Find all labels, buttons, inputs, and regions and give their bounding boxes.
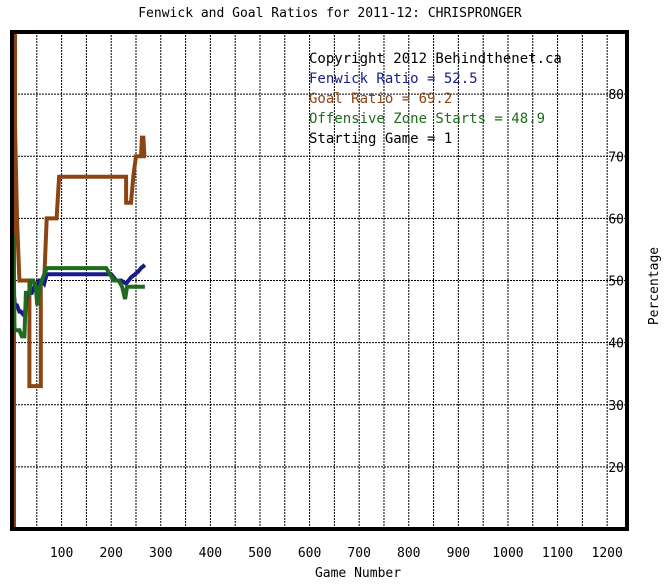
y-tick-label: 70 <box>608 150 624 165</box>
y-tick-label: 20 <box>608 461 624 476</box>
y-tick-label: 80 <box>608 88 624 103</box>
annotation-line: Goal Ratio = 69.2 <box>309 91 452 107</box>
x-axis-label: Game Number <box>315 566 401 580</box>
chart-title: Fenwick and Goal Ratios for 2011-12: CHR… <box>138 6 522 21</box>
annotation-line: Offensive Zone Starts = 48.9 <box>309 111 545 127</box>
x-tick-label: 1000 <box>492 546 523 561</box>
annotation-layer: Copyright 2012 Behindthenet.ca Fenwick Ra… <box>309 51 562 147</box>
series-line-zone <box>11 235 145 339</box>
annotation-line: Copyright 2012 Behindthenet.ca <box>309 51 562 67</box>
y-tick-label: 40 <box>608 337 624 352</box>
x-tick-label: 800 <box>397 546 420 561</box>
y-axis-label: Percentage <box>647 247 662 325</box>
grid-layer <box>12 32 627 529</box>
x-tick-label: 600 <box>298 546 321 561</box>
x-tick-label: 500 <box>248 546 271 561</box>
y-tick-label: 50 <box>608 275 624 290</box>
tick-layer: 100 200 300 400 500 600 700 800 900 1000 1100 1200 2… <box>50 88 624 561</box>
x-tick-label: 900 <box>447 546 470 561</box>
series-line-goal <box>12 30 147 531</box>
plot-frame <box>10 30 629 531</box>
x-tick-label: 1100 <box>542 546 573 561</box>
x-tick-label: 200 <box>99 546 122 561</box>
series-layer <box>10 30 147 531</box>
y-tick-label: 30 <box>608 399 624 414</box>
x-tick-label: 300 <box>149 546 172 561</box>
x-tick-label: 700 <box>347 546 370 561</box>
x-tick-label: 100 <box>50 546 73 561</box>
annotation-line: Starting Game = 1 <box>309 131 452 147</box>
y-tick-label: 60 <box>608 212 624 227</box>
x-tick-label: 1200 <box>592 546 623 561</box>
x-tick-label: 400 <box>199 546 222 561</box>
annotation-line: Fenwick Ratio = 52.5 <box>309 71 478 87</box>
